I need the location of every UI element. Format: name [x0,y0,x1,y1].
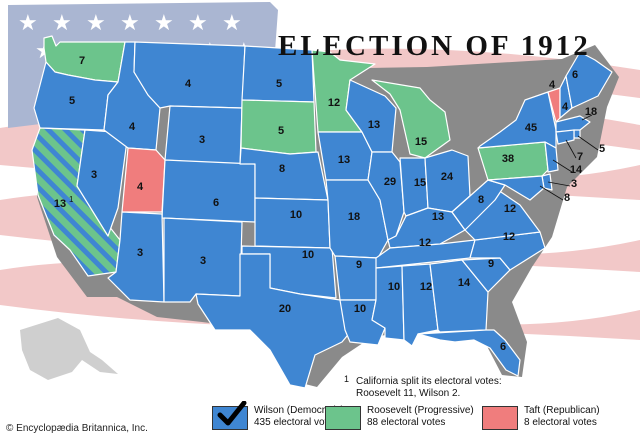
legend-swatch-taft [482,406,518,430]
state-mi [371,79,451,159]
copyright-credit: © Encyclopædia Britannica, Inc. [6,423,148,434]
state-co [161,159,256,223]
state-votes-id: 4 [129,121,136,133]
state-votes-wv: 8 [478,194,484,206]
checkmark-icon [217,401,247,426]
map-title: ELECTION OF 1912 [278,30,591,62]
leader-line-de [547,181,571,187]
state-votes-mt: 4 [185,78,192,90]
star-icon: ★ [154,10,174,35]
star-icon: ★ [52,10,72,35]
legend-label: Roosevelt (Progressive) [367,405,474,416]
state-votes-co: 6 [213,197,219,209]
state-votes-sc: 9 [488,258,494,270]
state-votes-nm: 3 [200,255,206,267]
state-votes-fl: 6 [500,341,506,353]
state-votes-ga: 14 [458,277,471,289]
state-votes-tx: 20 [279,303,291,315]
legend-votes: 88 electoral votes [367,417,446,428]
legend-label: Taft (Republican) [524,405,600,416]
state-ny [477,91,557,149]
state-ks [254,197,331,249]
state-ct [555,129,575,145]
state-votes-mi: 15 [415,136,427,148]
state-votes-ky: 13 [432,211,444,223]
state-ma [555,115,591,133]
state-votes-wa: 7 [79,55,85,67]
state-mt [133,41,246,109]
star-icon: ★ [120,10,140,35]
state-votes-al: 12 [420,281,432,293]
star-icon: ★ [86,10,106,35]
state-votes-in: 15 [414,177,426,189]
state-votes-sd: 5 [278,125,284,137]
state-votes-ok: 10 [302,249,314,261]
state-me [565,51,613,109]
footnote-text: California split its electoral votes: Ro… [356,376,502,399]
state-votes-ms: 10 [388,281,400,293]
leader-line-ct [565,139,577,159]
alaska-shape [20,318,118,380]
leader-line-nj [552,159,573,173]
star-icon: ★ [18,10,38,35]
state-votes-ct: 7 [577,151,583,163]
star-icon: ★ [222,10,242,35]
state-md [487,175,545,201]
state-votes-md: 8 [564,192,570,204]
state-tx [195,253,353,389]
state-votes-az: 3 [137,247,143,259]
state-votes-vt: 4 [549,79,556,91]
state-votes-ia: 13 [338,154,350,166]
state-votes-ma: 18 [585,106,597,118]
state-fl [417,329,521,377]
state-votes-nc: 12 [503,231,515,243]
footnote-marker: 1 [344,374,350,384]
state-votes-wy: 3 [199,134,205,146]
leader-line-ma [581,114,593,121]
state-votes-ca: 13 [54,198,66,210]
state-votes-ny: 45 [525,122,537,134]
state-votes-nj: 14 [570,164,583,176]
state-votes-ks: 10 [290,209,302,221]
state-votes-pa: 38 [502,153,514,165]
state-nj [544,141,559,173]
state-votes-nv: 3 [91,169,97,181]
state-votes-or: 5 [69,95,75,107]
state-votes-nh: 4 [562,101,569,113]
star-icon: ★ [188,10,208,35]
state-votes-va: 12 [504,203,516,215]
state-votes-ne: 8 [279,163,285,175]
state-votes-mo: 18 [348,211,360,223]
leader-line-md [539,185,564,201]
footnote: 1 California split its electoral votes: … [344,374,546,400]
state-votes-me: 6 [572,69,578,81]
state-votes-mn: 12 [328,97,340,109]
legend-swatch-roosevelt [325,406,361,430]
state-ut [121,147,166,213]
state-footnote-ca: 1 [69,195,74,204]
state-votes-la: 10 [354,303,366,315]
legend-label: Wilson (Democratic) [254,405,345,416]
state-votes-ri: 5 [599,143,605,155]
legend-swatch-wilson [212,401,248,430]
states-layer [31,35,613,389]
state-votes-de: 3 [571,178,577,190]
state-az [107,211,165,303]
leader-line-ri [577,135,599,151]
state-votes-tn: 12 [419,237,431,249]
state-votes-wi: 13 [368,119,380,131]
state-votes-ar: 9 [356,259,362,271]
legend-votes: 435 electoral votes [254,417,338,428]
state-votes-ut: 4 [137,181,144,193]
state-votes-nd: 5 [276,78,282,90]
state-votes-oh: 24 [441,171,454,183]
state-votes-il: 29 [384,176,396,188]
legend-votes: 8 electoral votes [524,417,597,428]
